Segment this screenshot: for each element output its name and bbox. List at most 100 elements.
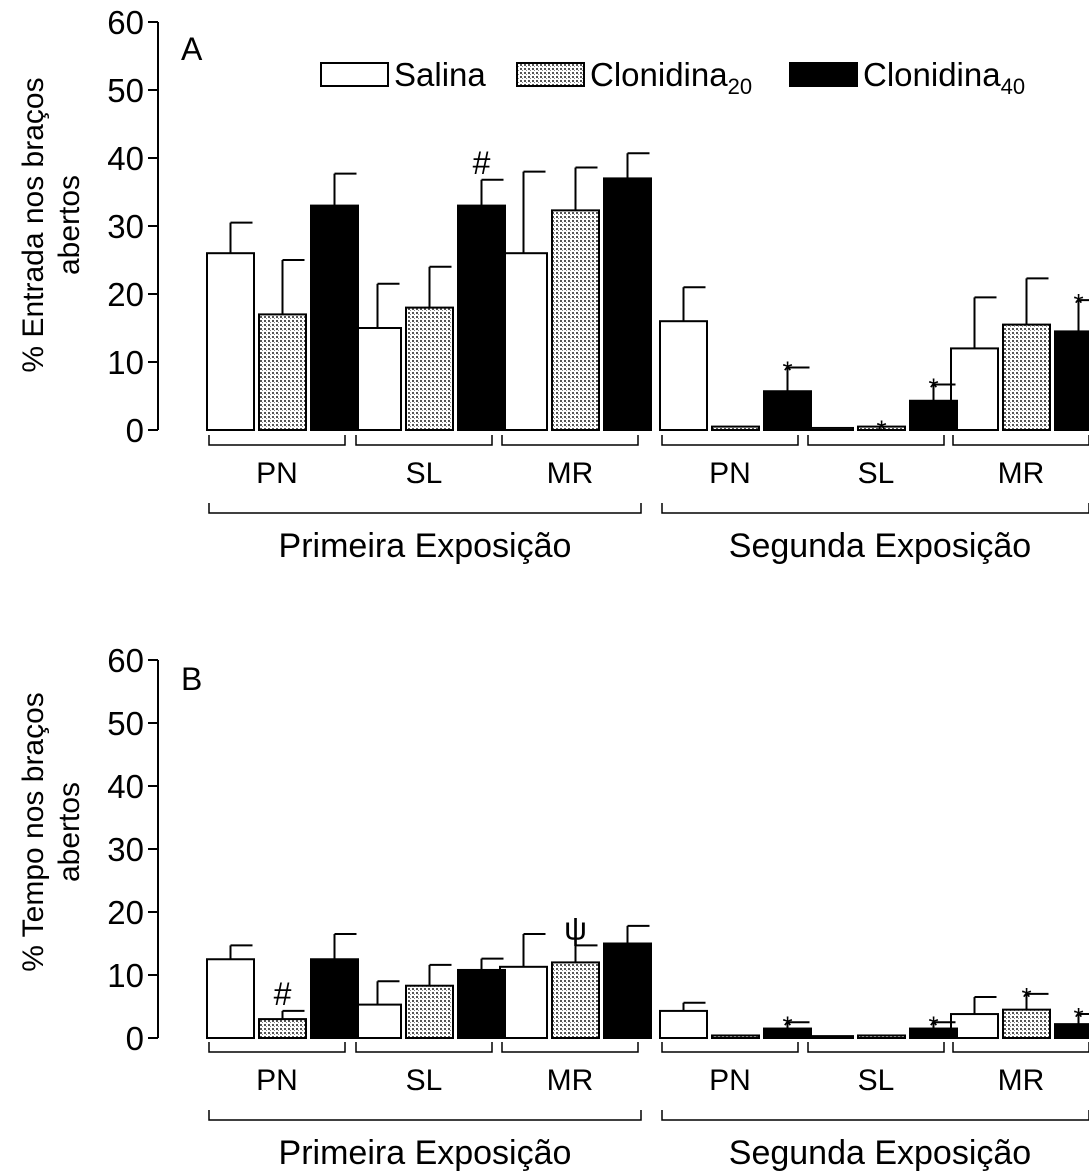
category-label: PN: [709, 457, 751, 490]
significance-marker: *: [782, 1010, 792, 1040]
bar-clonidina20-mr: [1002, 323, 1051, 432]
bar-clonidina20-pn: [258, 313, 307, 431]
bar-salina-mr: [950, 347, 999, 431]
category-bracket: [952, 1042, 1089, 1053]
bar-clonidina20-mr: [1002, 1008, 1051, 1040]
y-tick-label: 10: [107, 957, 144, 994]
legend-label-clonidina40-main: Clonidina: [863, 56, 1001, 93]
legend-label-clonidina20-main: Clonidina: [590, 56, 728, 93]
group-bracket: [661, 1110, 1089, 1121]
category-label: MR: [547, 1064, 594, 1097]
bar-clonidina20-pn: [711, 425, 760, 432]
category-bracket: [952, 435, 1089, 446]
category-bracket: [501, 1042, 639, 1053]
category-bracket: [355, 1042, 493, 1053]
panel-label: B: [181, 661, 202, 697]
bar-clonidina40-pn: [310, 204, 359, 431]
bar-clonidina20-sl: [857, 425, 906, 432]
category-label: SL: [858, 457, 895, 490]
category-bracket: [807, 1042, 945, 1053]
significance-marker: #: [473, 145, 491, 181]
y-tick-label: 50: [107, 72, 144, 109]
significance-marker: *: [1021, 982, 1031, 1012]
legend-swatch-clonidina40: [789, 62, 858, 87]
legend-item-clonidina40: Clonidina40: [789, 56, 1025, 99]
category-label: SL: [858, 1064, 895, 1097]
legend-swatch-salina: [320, 62, 389, 87]
bar-salina-pn: [206, 252, 255, 431]
category-label: MR: [998, 457, 1045, 490]
category-bracket: [355, 435, 493, 446]
bar-clonidina40-mr: [1054, 330, 1089, 431]
y-tick-label: 10: [107, 344, 144, 381]
group-label: Segunda Exposição: [729, 1134, 1031, 1172]
panel-label: A: [181, 31, 203, 67]
category-bracket: [807, 435, 945, 446]
bar-salina-mr: [950, 1013, 999, 1039]
category-bracket: [208, 435, 346, 446]
bar-clonidina20-mr: [551, 961, 600, 1040]
bar-salina-sl: [353, 327, 402, 431]
significance-marker: *: [876, 415, 886, 445]
significance-marker: *: [782, 355, 792, 385]
bar-clonidina40-sl: [457, 968, 506, 1040]
category-label: MR: [547, 457, 594, 490]
group-label: Primeira Exposição: [279, 1134, 572, 1172]
panel-b: 0 10 20 30 40 50 60 % Tempo nos braços abertos B #…: [17, 642, 1089, 1172]
legend-label-clonidina20-sub: 20: [728, 74, 752, 99]
category-bracket: [661, 435, 799, 446]
y-axis-label-line2: abertos: [53, 782, 86, 882]
y-axis-label-line1: % Tempo nos braços: [17, 692, 50, 972]
significance-marker: *: [928, 372, 938, 402]
legend-label-clonidina40-sub: 40: [1001, 74, 1025, 99]
group-bracket: [208, 503, 642, 514]
y-tick-label: 30: [107, 208, 144, 245]
significance-marker: ψ: [564, 910, 587, 946]
category-label: PN: [256, 1064, 298, 1097]
panel-a: 0 10 20 30 40 50 60 % Entrada nos braços abertos…: [17, 4, 1089, 565]
bar-clonidina20-sl: [405, 306, 454, 432]
y-tick-label: 60: [107, 4, 144, 41]
bar-clonidina40-sl: [457, 204, 506, 431]
y-tick-label: 30: [107, 831, 144, 868]
bar-salina-pn: [206, 958, 255, 1039]
bar-clonidina20-mr: [551, 209, 600, 431]
bar-salina-pn: [659, 1009, 708, 1039]
category-label: PN: [256, 457, 298, 490]
legend-label-clonidina20: Clonidina20: [590, 56, 752, 99]
bar-clonidina20-pn: [711, 1034, 760, 1039]
bar-salina-sl: [805, 426, 854, 431]
bar-clonidina40-sl: [909, 399, 958, 432]
group-label: Segunda Exposição: [729, 527, 1031, 565]
bar-salina-sl: [805, 1035, 854, 1039]
legend-item-clonidina20: Clonidina20: [516, 56, 752, 99]
bar-clonidina40-mr: [603, 177, 652, 431]
category-bracket: [501, 435, 639, 446]
legend-swatch-clonidina20: [516, 62, 585, 87]
category-label: SL: [406, 457, 443, 490]
y-axis-label-line2: abertos: [53, 175, 86, 275]
significance-marker: *: [1073, 1002, 1083, 1032]
bar-clonidina40-mr: [1054, 1023, 1089, 1040]
y-tick-label: 0: [126, 412, 144, 449]
category-label: MR: [998, 1064, 1045, 1097]
significance-marker: *: [928, 1010, 938, 1040]
bar-salina-mr: [499, 965, 548, 1039]
bar-clonidina40-pn: [763, 390, 812, 431]
bar-clonidina20-sl: [405, 984, 454, 1040]
group-bracket: [208, 1110, 642, 1121]
group-bracket: [661, 503, 1089, 514]
bar-clonidina20-sl: [857, 1034, 906, 1039]
legend-item-salina: Salina: [320, 56, 486, 93]
group-label: Primeira Exposição: [279, 527, 572, 565]
bar-salina-sl: [353, 1003, 402, 1039]
y-tick-label: 40: [107, 768, 144, 805]
bar-clonidina20-pn: [258, 1018, 307, 1039]
y-tick-label: 20: [107, 894, 144, 931]
category-bracket: [661, 1042, 799, 1053]
y-axis-label-line1: % Entrada nos braços: [17, 77, 50, 372]
significance-marker: *: [1073, 288, 1083, 318]
significance-marker: #: [274, 976, 292, 1012]
legend: Salina Clonidina20 Clonidina40: [320, 56, 1025, 99]
